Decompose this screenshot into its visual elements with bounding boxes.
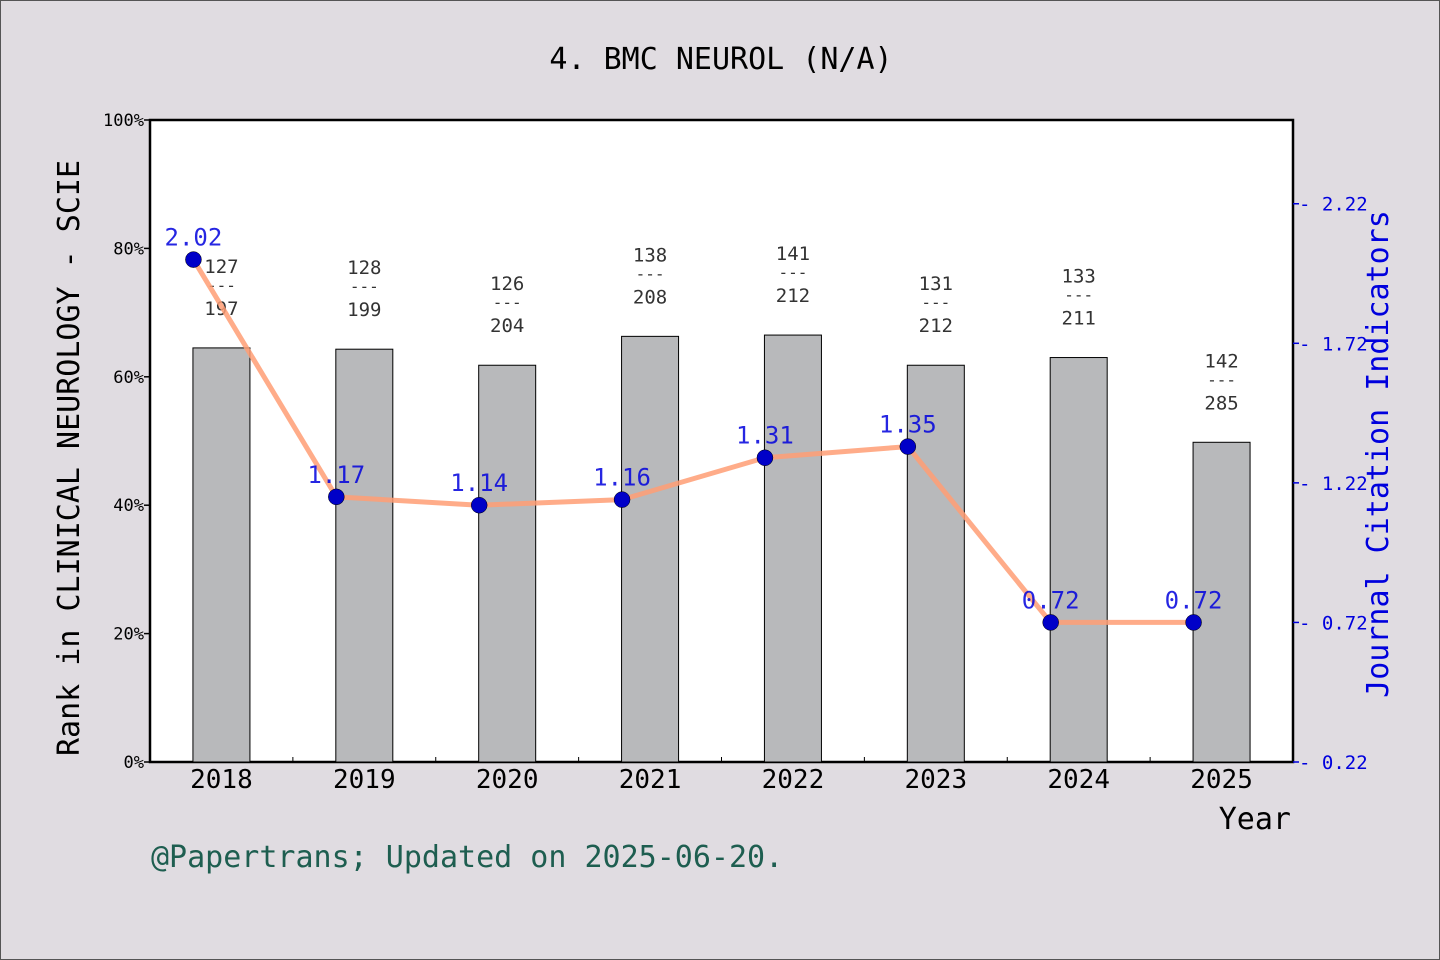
jci-value-label: 1.16 <box>593 464 651 492</box>
bar <box>621 335 680 763</box>
bar-label-separator: --- <box>921 293 950 312</box>
footer-credit: @Papertrans; Updated on 2025-06-20. <box>151 840 783 875</box>
jci-value-label: 2.02 <box>165 224 223 252</box>
jci-value-label: 0.72 <box>1165 586 1223 614</box>
bar <box>478 364 537 763</box>
bar <box>1049 357 1108 763</box>
x-tick-label: 2024 <box>1047 765 1110 795</box>
y2-tick-label: - 1.72 <box>1299 333 1368 355</box>
x-axis: 2018 2019 2020 2021 2022 2023 2024 2025 <box>190 757 1253 795</box>
bar-label-separator: --- <box>350 277 379 296</box>
bar <box>1192 441 1251 763</box>
x-tick-label: 2019 <box>333 765 396 795</box>
jci-point <box>756 449 774 466</box>
bar-label-separator: --- <box>1064 286 1093 305</box>
y2-axis-label: Journal Citation Indicators <box>1361 210 1396 698</box>
y2-tick-label: - 0.22 <box>1299 752 1368 774</box>
jci-value-label: 1.31 <box>736 422 794 450</box>
bar-rank-label: 138 <box>633 244 667 266</box>
jci-point <box>185 251 202 268</box>
bar-rank-label: 131 <box>919 273 953 295</box>
bar <box>335 348 394 763</box>
bars <box>192 334 1251 763</box>
bar-rank-label: 133 <box>1062 266 1096 288</box>
x-tick-label: 2018 <box>190 765 253 795</box>
bar-total-label: 212 <box>776 285 810 307</box>
bar-label-separator: --- <box>493 293 522 312</box>
x-tick-label: 2023 <box>905 765 968 795</box>
jci-value-label: 1.14 <box>450 469 508 497</box>
y-tick-label: 60% <box>113 368 144 388</box>
bar <box>763 334 822 763</box>
bar <box>906 364 965 763</box>
y-axis-label: Rank in CLINICAL NEUROLOGY - SCIE <box>52 160 87 756</box>
jci-point <box>613 491 631 508</box>
jci-value-label: 1.17 <box>307 461 365 489</box>
bar-label-separator: --- <box>636 264 665 283</box>
y-tick-label: 0% <box>124 753 144 773</box>
y-axis-right: - 0.22 - 0.72 - 1.22 - 1.72 - 2.22 <box>1293 194 1368 774</box>
y-tick-label: 40% <box>113 496 144 516</box>
bar-rank-label: 127 <box>204 256 238 278</box>
bar-total-label: 212 <box>919 315 953 337</box>
bar-total-label: 204 <box>490 315 524 337</box>
x-tick-label: 2020 <box>476 765 539 795</box>
jci-point <box>899 438 917 455</box>
y-tick-label: 100% <box>103 111 144 131</box>
x-tick-label: 2025 <box>1190 765 1253 795</box>
bar-rank-label: 142 <box>1204 350 1238 372</box>
y2-tick-label: - 0.72 <box>1299 612 1368 634</box>
bar-labels: 127---197128---199126---204138---208141-… <box>204 243 1238 414</box>
bar-total-label: 285 <box>1204 392 1238 414</box>
x-axis-label: Year <box>1219 802 1291 837</box>
jci-value-label: 1.35 <box>879 411 937 439</box>
y2-tick-label: - 1.22 <box>1299 473 1368 495</box>
y-axis-left: 0% 20% 40% 60% 80% 100% <box>103 111 150 773</box>
jci-series: 2.02 1.17 1.14 1.16 1.31 1.35 0.72 0.72 <box>165 224 1223 631</box>
jci-value-label: 0.72 <box>1022 586 1080 614</box>
bar-rank-label: 141 <box>776 243 810 265</box>
jci-point <box>470 496 488 514</box>
jci-point <box>1185 614 1202 631</box>
chart-title: 4. BMC NEUROL (N/A) <box>549 42 892 77</box>
bar-total-label: 208 <box>633 286 667 308</box>
bar-label-separator: --- <box>1207 370 1236 389</box>
y2-tick-label: - 2.22 <box>1299 194 1368 216</box>
jci-line <box>191 258 1194 625</box>
y-tick-label: 80% <box>113 239 144 259</box>
bar-label-separator: --- <box>778 263 807 282</box>
x-tick-label: 2022 <box>762 765 825 795</box>
bar-total-label: 211 <box>1062 308 1096 330</box>
bar-rank-label: 128 <box>347 257 381 279</box>
x-tick-label: 2021 <box>619 765 682 795</box>
plot-area <box>148 118 1295 764</box>
y-tick-label: 20% <box>113 625 144 645</box>
jci-point <box>1042 614 1059 631</box>
bar <box>192 347 251 763</box>
bar-total-label: 199 <box>347 299 381 321</box>
jci-point <box>328 488 345 506</box>
bar-rank-label: 126 <box>490 273 524 295</box>
